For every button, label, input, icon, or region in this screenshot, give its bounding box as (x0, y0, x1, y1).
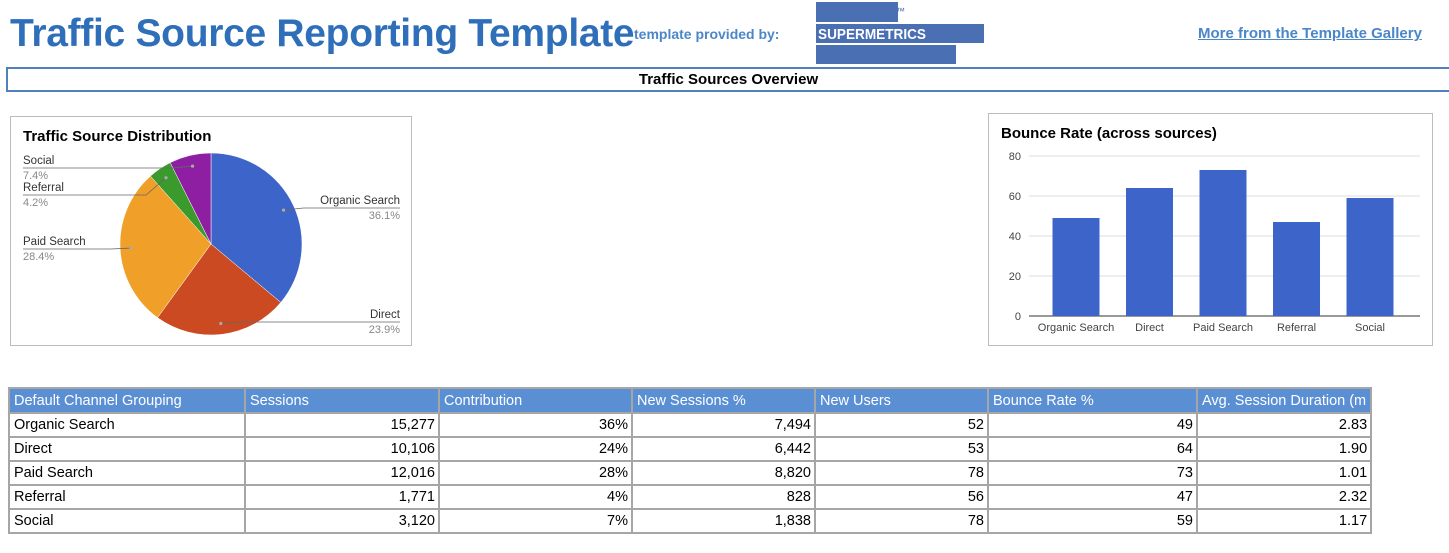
traffic-distribution-chart: Traffic Source Distribution Organic Searc… (10, 116, 412, 346)
table-row: Paid Search 12,016 28% 8,820 78 73 1.01 (8, 460, 1373, 486)
svg-text:Referral: Referral (23, 182, 64, 194)
bar-chart-title: Bounce Rate (across sources) (1001, 125, 1217, 142)
svg-text:28.4%: 28.4% (23, 251, 54, 263)
metric-cell: 3,120 (244, 508, 440, 534)
channel-name-cell: Direct (8, 436, 246, 462)
svg-text:23.9%: 23.9% (369, 324, 400, 336)
pie-slice-organic-search (210, 152, 303, 303)
metric-cell: 78 (814, 460, 989, 486)
svg-text:7.4%: 7.4% (23, 170, 48, 182)
metric-cell: 15,277 (244, 412, 440, 438)
metric-cell: 1.90 (1195, 436, 1373, 462)
x-tick-label: Direct (1135, 322, 1164, 334)
y-tick-label: 80 (1009, 151, 1021, 163)
bar-referral (1273, 222, 1320, 316)
table-row: Direct 10,106 24% 6,442 53 64 1.90 (8, 436, 1373, 462)
metric-cell: 7% (438, 508, 633, 534)
section-title: Traffic Sources Overview (6, 67, 1449, 92)
page-title: Traffic Source Reporting Template (10, 12, 635, 55)
svg-text:Organic Search: Organic Search (320, 195, 400, 207)
metric-cell: 2.32 (1195, 484, 1373, 510)
svg-text:SUPERMETRICS: SUPERMETRICS (818, 27, 926, 43)
metric-cell: 64 (987, 436, 1198, 462)
metric-cell: 7,494 (631, 412, 816, 438)
pie-slice-social (169, 152, 212, 245)
metric-cell: 1.17 (1195, 508, 1373, 534)
metric-cell: 4% (438, 484, 633, 510)
channel-table: Default Channel Grouping Sessions Contribu… (8, 387, 1373, 534)
metric-cell: 78 (814, 508, 989, 534)
metric-cell: 47 (987, 484, 1198, 510)
channel-name-cell: Referral (8, 484, 246, 510)
x-tick-label: Social (1355, 322, 1385, 334)
pie-label-paid-search: Paid Search 28.4% (23, 236, 133, 263)
svg-text:Social: Social (23, 155, 54, 167)
metric-cell: 49 (987, 412, 1198, 438)
table-row: Referral 1,771 4% 828 56 47 2.32 (8, 484, 1373, 510)
bar-organic-search (1052, 218, 1100, 316)
svg-text:36.1%: 36.1% (369, 210, 400, 222)
metric-cell: 73 (987, 460, 1198, 486)
metric-cell: 12,016 (244, 460, 440, 486)
metric-cell: 10,106 (244, 436, 440, 462)
bounce-rate-chart: Bounce Rate (across sources) 0 20 40 60 80 Org… (988, 113, 1433, 346)
table-row: Social 3,120 7% 1,838 78 59 1.17 (8, 508, 1373, 534)
svg-text:4.2%: 4.2% (23, 197, 48, 209)
table-header-row: Default Channel Grouping Sessions Contribu… (8, 387, 1373, 414)
pie-label-direct: Direct 23.9% (219, 309, 401, 336)
svg-text:™: ™ (896, 6, 905, 16)
supermetrics-logo: SUPERMETRICS ™ (815, 2, 987, 66)
x-tick-label: Referral (1277, 322, 1316, 334)
column-header: Sessions (244, 387, 440, 414)
bar-direct (1126, 188, 1173, 316)
channel-name-cell: Paid Search (8, 460, 246, 486)
channel-name-cell: Organic Search (8, 412, 246, 438)
metric-cell: 1,838 (631, 508, 816, 534)
y-tick-label: 20 (1009, 271, 1021, 283)
x-tick-label: Organic Search (1038, 322, 1114, 334)
pie-chart-title: Traffic Source Distribution (23, 128, 211, 145)
template-gallery-link[interactable]: More from the Template Gallery (1198, 25, 1422, 42)
channel-name-cell: Social (8, 508, 246, 534)
metric-cell: 36% (438, 412, 633, 438)
y-tick-label: 40 (1009, 231, 1021, 243)
bar-chart-svg: Bounce Rate (across sources) 0 20 40 60 80 Org… (1001, 125, 1420, 334)
metric-cell: 52 (814, 412, 989, 438)
metric-cell: 59 (987, 508, 1198, 534)
y-tick-label: 0 (1015, 311, 1021, 323)
metric-cell: 6,442 (631, 436, 816, 462)
provided-by-label: template provided by: (634, 26, 780, 42)
column-header: Avg. Session Duration (m (1195, 387, 1373, 414)
column-header: Bounce Rate % (987, 387, 1198, 414)
metric-cell: 8,820 (631, 460, 816, 486)
pie-label-organic-search: Organic Search 36.1% (281, 195, 400, 222)
pie-label-referral: Referral 4.2% (23, 176, 168, 209)
column-header: Default Channel Grouping (8, 387, 246, 414)
metric-cell: 828 (631, 484, 816, 510)
metric-cell: 1.01 (1195, 460, 1373, 486)
y-tick-label: 60 (1009, 191, 1021, 203)
column-header: New Users (814, 387, 989, 414)
metric-cell: 56 (814, 484, 989, 510)
pie-label-social: Social 7.4% (23, 155, 195, 182)
column-header: New Sessions % (631, 387, 816, 414)
table-row: Organic Search 15,277 36% 7,494 52 49 2.83 (8, 412, 1373, 438)
bar-paid-search (1199, 170, 1247, 316)
bar-social (1346, 198, 1394, 316)
metric-cell: 1,771 (244, 484, 440, 510)
pie-chart-svg: Traffic Source Distribution Organic Searc… (23, 128, 401, 336)
metric-cell: 53 (814, 436, 989, 462)
column-header: Contribution (438, 387, 633, 414)
metric-cell: 28% (438, 460, 633, 486)
metric-cell: 24% (438, 436, 633, 462)
metric-cell: 2.83 (1195, 412, 1373, 438)
svg-text:Paid Search: Paid Search (23, 236, 86, 248)
x-tick-label: Paid Search (1193, 322, 1253, 334)
svg-text:Direct: Direct (370, 309, 401, 321)
pie-slice-direct (157, 243, 282, 336)
